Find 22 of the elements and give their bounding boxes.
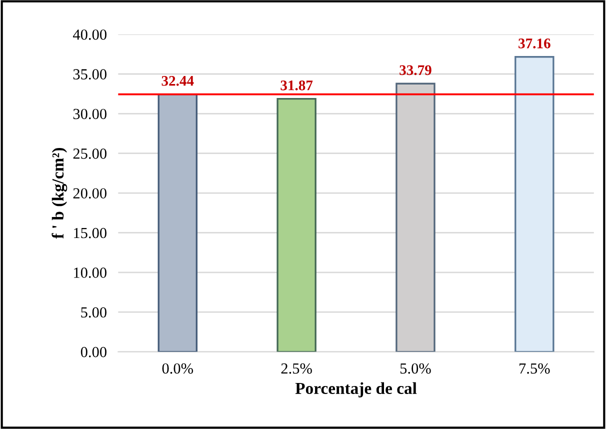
x-tick-label: 2.5% xyxy=(281,363,312,374)
y-tick-label: 20.00 xyxy=(73,188,106,199)
y-tick-label: 0.00 xyxy=(80,346,106,358)
y-tick-label: 25.00 xyxy=(73,148,106,159)
y-tick-label: 35.00 xyxy=(73,69,106,80)
bar xyxy=(514,56,554,352)
y-tick-label: 40.00 xyxy=(72,29,106,40)
y-tick-label: 5.00 xyxy=(81,307,106,318)
data-label: 33.79 xyxy=(400,65,432,76)
bar xyxy=(158,93,198,352)
y-tick-label: 30.00 xyxy=(73,108,106,120)
y-axis-title: f ' b (kg/cm²) xyxy=(52,148,68,239)
x-tick-label: 7.5% xyxy=(520,363,550,374)
data-label: 32.44 xyxy=(162,76,194,86)
y-tick-label: 10.00 xyxy=(74,268,106,278)
data-label: 37.16 xyxy=(518,38,550,48)
x-axis-title: Porcentaje de cal xyxy=(295,382,417,398)
x-tick-label: 0.0% xyxy=(162,363,194,374)
x-tick-label: 5.0% xyxy=(400,363,431,374)
y-tick-label: 15.00 xyxy=(74,228,106,238)
data-label: 31.87 xyxy=(280,80,313,90)
bar xyxy=(276,98,316,352)
